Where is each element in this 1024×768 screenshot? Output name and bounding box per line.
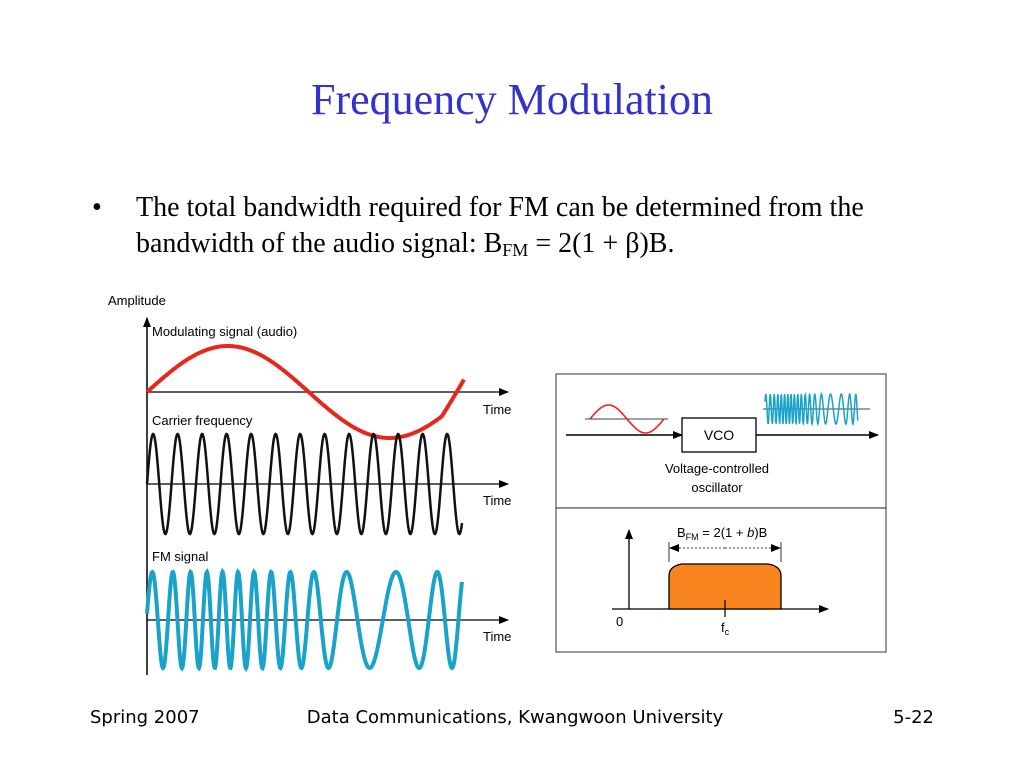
spectrum-panel: BFM = 2(1 + b)B 0 fc <box>555 507 887 653</box>
fm-band <box>668 563 782 610</box>
mini-audio-wave <box>589 404 665 434</box>
vco-panel: VCO Voltage-controlled oscillator <box>555 373 887 509</box>
carrier-wave <box>145 432 464 536</box>
time-domain-panel: Amplitude Modulating signal (audio) Time… <box>108 293 511 675</box>
slide-title: Frequency Modulation <box>310 75 714 124</box>
vco-caption-line1: Voltage-controlled <box>665 461 769 476</box>
footer-date: Spring 2007 <box>90 707 200 728</box>
modulating-label: Modulating signal (audio) <box>152 324 297 339</box>
footer-course: Data Communications, Kwangwoon Universit… <box>306 707 724 728</box>
time-label-3: Time <box>483 629 511 644</box>
fm-signal-wave <box>145 567 464 673</box>
carrier-frequency-label: fc <box>721 620 730 637</box>
bullet-tail: = 2(1 + β)B. <box>528 228 675 259</box>
bullet-marker: • <box>92 192 102 223</box>
bullet-subscript: FM <box>502 240 529 260</box>
modulating-signal-wave <box>145 343 466 440</box>
bullet-text: The total bandwidth required for FM can … <box>136 190 936 262</box>
vco-caption-line2: oscillator <box>691 480 743 495</box>
vco-box-label: VCO <box>704 427 734 443</box>
bandwidth-formula: BFM = 2(1 + b)B <box>677 525 767 542</box>
amplitude-label: Amplitude <box>108 293 166 308</box>
mini-fm-wave <box>764 392 859 427</box>
time-label-2: Time <box>483 493 511 508</box>
time-label-1: Time <box>483 402 511 417</box>
origin-label: 0 <box>616 614 623 629</box>
bullet-main: The total bandwidth required for FM can … <box>136 192 864 259</box>
footer-page-number: 5-22 <box>893 707 934 728</box>
vco-box <box>681 417 757 453</box>
carrier-label: Carrier frequency <box>152 413 253 428</box>
fm-label: FM signal <box>152 549 208 564</box>
